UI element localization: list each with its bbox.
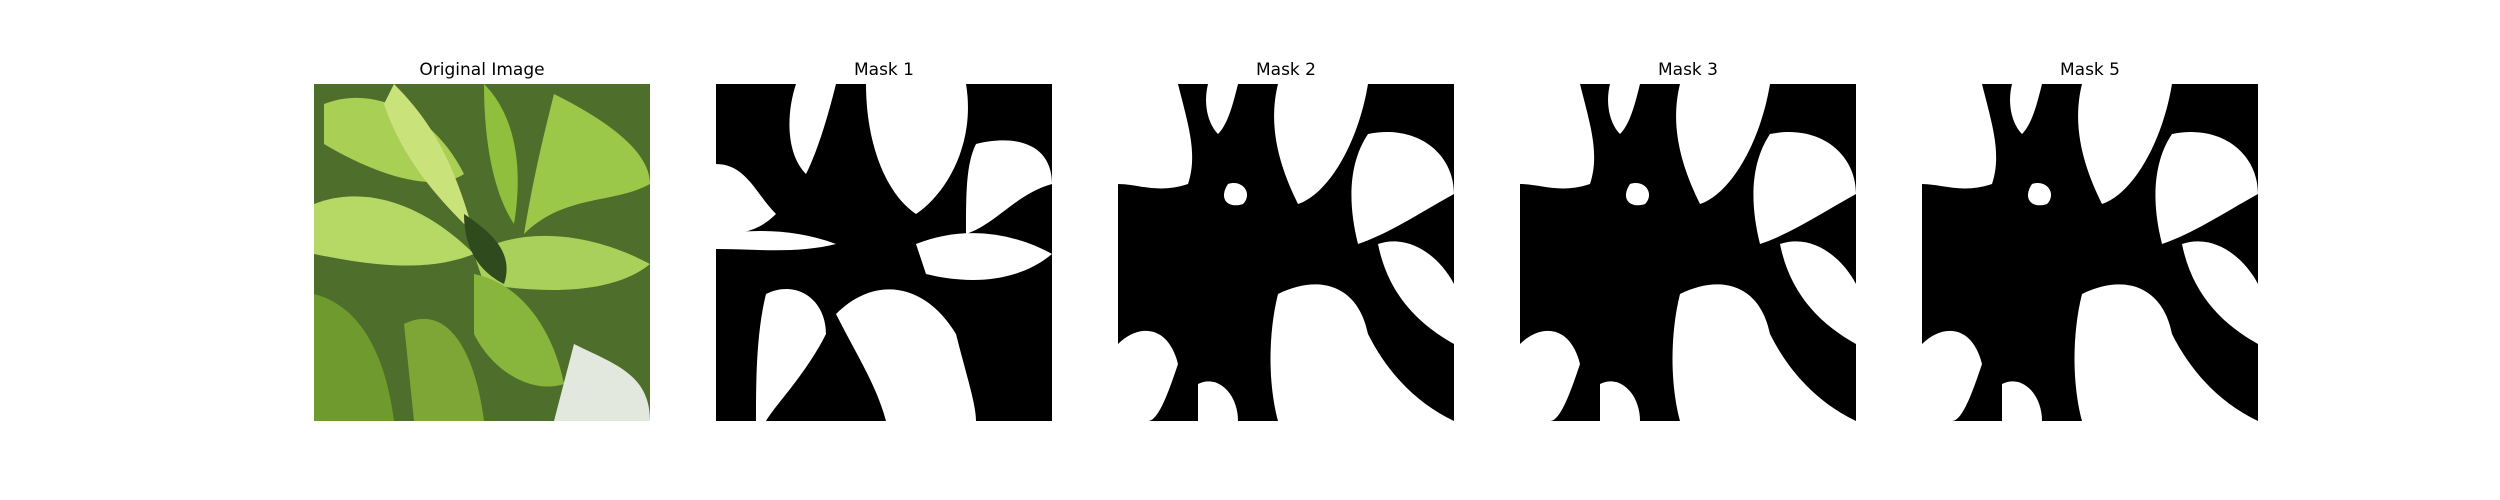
panel-title-mask-5: Mask 5 [2059,60,2120,80]
panel-original: Original Image [314,0,650,500]
panel-title-mask-1: Mask 1 [853,60,914,80]
mask-3-image [1520,84,1856,421]
panel-title-mask-2: Mask 2 [1255,60,1316,80]
panel-mask-5: Mask 5 [1922,0,2258,500]
mask-1-image [716,84,1052,421]
panel-mask-2: Mask 2 [1118,0,1454,500]
panel-mask-3: Mask 3 [1520,0,1856,500]
panel-mask-1: Mask 1 [716,0,1052,500]
mask-5-image [1922,84,2258,421]
panel-title-mask-3: Mask 3 [1657,60,1718,80]
panel-title-original: Original Image [419,60,545,80]
original-image [314,84,650,421]
mask-2-image [1118,84,1454,421]
